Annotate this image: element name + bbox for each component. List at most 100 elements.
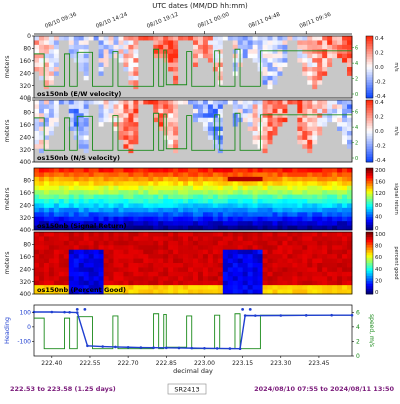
y-tick-label: 160	[20, 190, 32, 197]
heatmap-cell	[133, 75, 139, 81]
heatmap-cell	[207, 67, 214, 72]
heatmap-cell	[272, 113, 278, 119]
heatmap-cell	[312, 207, 318, 213]
heatmap-cell	[257, 172, 263, 178]
overlay-tick-label: 0	[355, 92, 358, 98]
heatmap-cell	[307, 84, 313, 90]
heatmap-cell	[302, 216, 308, 222]
heatmap-cell	[202, 53, 209, 59]
heatmap-cell	[183, 157, 189, 163]
heatmap-cell	[123, 216, 129, 222]
heatmap-cell	[277, 276, 283, 282]
heatmap-cell	[63, 285, 70, 290]
heatmap-cell	[93, 153, 99, 158]
heatmap-cell	[108, 89, 114, 94]
heatmap-cell	[118, 245, 124, 251]
heatmap-cell	[287, 157, 293, 163]
heatmap-cell	[242, 254, 249, 259]
heatmap-cell	[347, 267, 353, 273]
heatmap-cell	[158, 280, 164, 286]
heatmap-cell	[312, 263, 318, 268]
heatmap-cell	[173, 157, 179, 163]
heatmap-cell	[103, 236, 109, 242]
heatmap-cell	[232, 62, 239, 68]
heatmap-cell	[292, 194, 298, 200]
heatmap-cell	[63, 221, 70, 226]
heatmap-cell	[237, 276, 244, 282]
heatmap-cell	[193, 232, 199, 237]
heatmap-cell	[118, 117, 124, 123]
heatmap-cell	[38, 144, 45, 150]
heatmap-cell	[38, 80, 45, 86]
heatmap-cell	[173, 144, 179, 150]
heatmap-cell	[63, 58, 70, 63]
heatmap-cell	[227, 126, 234, 132]
heatmap-cell	[312, 75, 318, 81]
heatmap-cell	[133, 135, 139, 141]
heatmap-cell	[68, 225, 75, 231]
heatmap-cell	[103, 58, 109, 63]
heatmap-cell	[193, 194, 199, 200]
heatmap-cell	[93, 207, 99, 213]
heatmap-cell	[327, 168, 333, 173]
heatmap-cell	[103, 108, 109, 114]
heatmap-cell	[212, 245, 219, 251]
heatmap-cell	[148, 131, 154, 136]
heatmap-cell	[207, 89, 214, 94]
heatmap-cell	[163, 40, 169, 46]
heatmap-cell	[242, 93, 249, 99]
heatmap-cell	[197, 199, 204, 204]
heatmap-cell	[272, 240, 278, 246]
heatmap-cell	[128, 176, 134, 182]
heatmap-cell	[88, 194, 95, 200]
heatmap-cell	[128, 263, 134, 268]
heatmap-cell	[63, 280, 70, 286]
heatmap-cell	[327, 216, 333, 222]
heatmap-cell	[148, 67, 154, 72]
heatmap-cell	[163, 271, 169, 277]
heatmap-cell	[53, 131, 60, 136]
heatmap-cell	[277, 221, 283, 226]
heatmap-cell	[93, 199, 99, 204]
heatmap-cell	[173, 108, 179, 114]
heatmap-cell	[103, 126, 109, 132]
heatmap-cell	[183, 221, 189, 226]
heatmap-cell	[53, 49, 60, 55]
heatmap-cell	[282, 168, 288, 173]
heatmap-cell	[202, 216, 209, 222]
heatmap-cell	[317, 58, 323, 63]
heatmap-cell	[38, 100, 45, 105]
heatmap-cell	[118, 157, 124, 163]
heatmap-cell	[227, 258, 234, 264]
heatmap-cell	[143, 289, 149, 295]
heatmap-cell	[247, 153, 254, 158]
heatmap-cell	[247, 203, 254, 209]
heatmap-cell	[128, 84, 134, 90]
heatmap-cell	[43, 194, 50, 200]
heatmap-cell	[327, 80, 333, 86]
heatmap-cell	[83, 148, 90, 154]
heatmap-cell	[83, 44, 90, 50]
heatmap-cell	[252, 176, 258, 182]
heatmap-cell	[327, 58, 333, 63]
heatmap-cell	[252, 285, 258, 290]
heatmap-cell	[83, 80, 90, 86]
heatmap-cell	[222, 232, 229, 237]
heatmap-cell	[103, 122, 109, 127]
heatmap-cell	[138, 71, 144, 77]
heatmap-cell	[202, 36, 209, 41]
heatmap-cell	[113, 153, 119, 158]
heatmap-cell	[212, 108, 219, 114]
heatmap-cell	[202, 172, 209, 178]
heatmap-cell	[63, 62, 70, 68]
heatmap-cell	[183, 58, 189, 63]
heatmap-cell	[227, 58, 234, 63]
heatmap-cell	[272, 126, 278, 132]
panel-title: os150nb (E/W velocity)	[37, 90, 121, 98]
heatmap-cell	[53, 207, 60, 213]
heatmap-cell	[222, 225, 229, 231]
heatmap-cell	[34, 89, 40, 94]
heatmap-cell	[178, 267, 184, 273]
heatmap-cell	[277, 157, 283, 163]
heatmap-cell	[337, 80, 343, 86]
